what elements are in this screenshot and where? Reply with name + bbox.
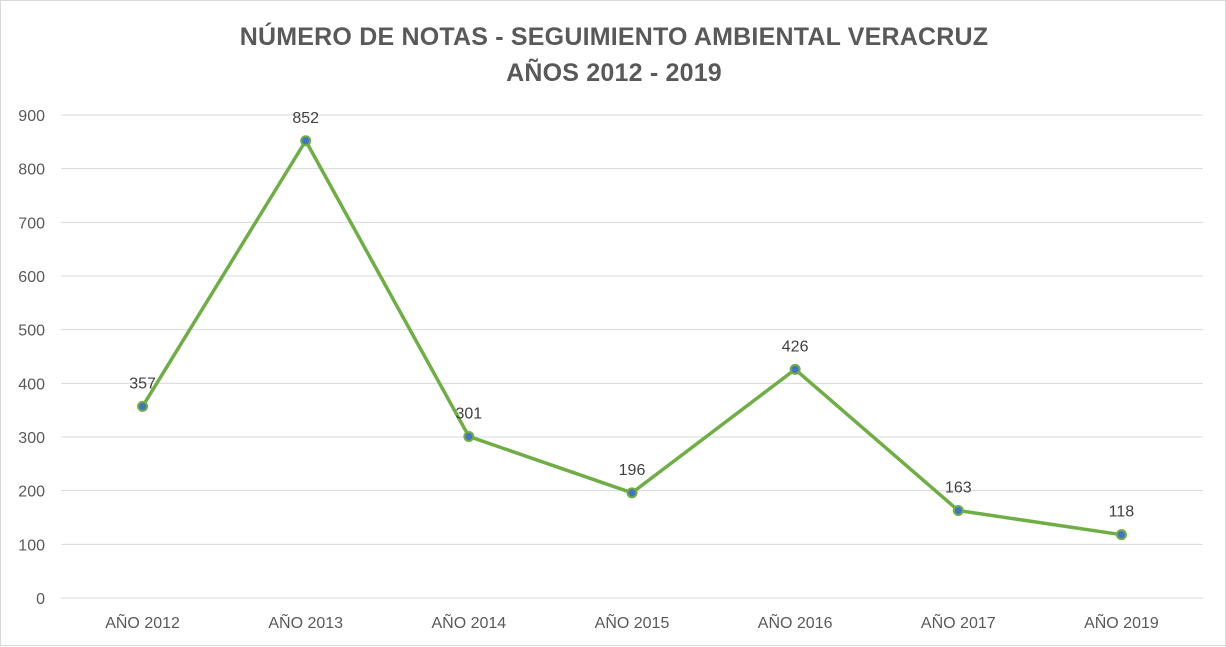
data-label: 426 [782, 338, 809, 355]
y-tick-label: 800 [18, 162, 45, 179]
y-tick-label: 100 [18, 537, 45, 554]
x-tick-label: AÑO 2016 [758, 612, 833, 632]
y-tick-label: 700 [18, 215, 45, 232]
data-point [137, 400, 149, 412]
x-tick-label: AÑO 2015 [595, 612, 670, 632]
x-tick-label: AÑO 2017 [921, 612, 996, 632]
data-label: 118 [1109, 504, 1135, 521]
data-point [463, 430, 475, 442]
data-label: 301 [456, 405, 483, 422]
data-label: 852 [292, 110, 319, 127]
y-tick-label: 900 [18, 108, 45, 125]
chart-title: NÚMERO DE NOTAS - SEGUIMIENTO AMBIENTAL … [239, 23, 989, 51]
gridlines [61, 114, 1203, 599]
data-point [952, 505, 964, 517]
data-label: 163 [945, 480, 972, 497]
data-label: 196 [619, 462, 646, 479]
y-axis-ticks: 0 100 200 300 400 500 600 700 800 900 [18, 108, 45, 608]
y-tick-label: 400 [18, 376, 45, 393]
data-point [789, 363, 801, 375]
x-tick-label: AÑO 2013 [268, 612, 343, 632]
y-tick-label: 300 [18, 430, 45, 447]
y-tick-label: 600 [18, 269, 45, 286]
chart-subtitle: AÑOS 2012 - 2019 [506, 59, 722, 87]
x-axis-ticks: AÑO 2012 AÑO 2013 AÑO 2014 AÑO 2015 AÑO 2016… [105, 612, 1159, 632]
marker-layer [137, 135, 1127, 541]
data-labels: 357 852 301 196 426 163 118 [129, 110, 1134, 521]
x-tick-label: AÑO 2014 [431, 612, 506, 632]
data-label: 357 [129, 375, 156, 392]
x-tick-label: AÑO 2012 [105, 612, 180, 632]
y-tick-label: 0 [36, 591, 45, 608]
y-tick-label: 200 [18, 484, 45, 501]
data-point [300, 135, 312, 147]
data-point [1115, 529, 1127, 541]
x-tick-label: AÑO 2019 [1084, 612, 1159, 632]
data-point [626, 487, 638, 499]
y-tick-label: 500 [18, 323, 45, 340]
